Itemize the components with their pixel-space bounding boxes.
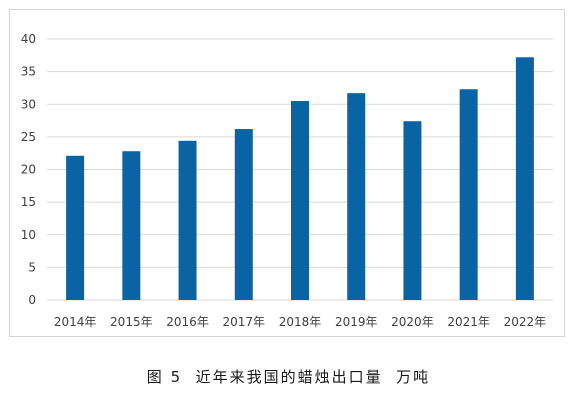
x-tick-label: 2022年 xyxy=(504,315,547,329)
x-tick-label: 2016年 xyxy=(166,315,209,329)
bar xyxy=(122,151,141,300)
x-tick-label: 2021年 xyxy=(447,315,490,329)
y-tick-label: 20 xyxy=(21,163,36,177)
bar xyxy=(66,155,85,300)
y-tick-label: 25 xyxy=(21,130,36,144)
y-tick-label: 15 xyxy=(21,195,36,209)
x-tick-label: 2018年 xyxy=(279,315,322,329)
y-tick-label: 35 xyxy=(21,65,36,79)
bar xyxy=(459,89,478,301)
y-tick-label: 5 xyxy=(28,260,36,274)
bar xyxy=(403,121,422,300)
figure-caption: 图 5 近年来我国的蜡烛出口量 万吨 xyxy=(146,368,431,386)
y-tick-label: 40 xyxy=(21,32,36,46)
x-tick-label: 2015年 xyxy=(110,315,153,329)
bar xyxy=(515,57,534,300)
x-tick-label: 2020年 xyxy=(391,315,434,329)
x-tick-label: 2017年 xyxy=(223,315,266,329)
bar xyxy=(291,100,309,300)
y-axis-ticks: 0 5 10 15 20 25 30 35 40 xyxy=(21,32,36,307)
x-tick-label: 2019年 xyxy=(335,315,378,329)
x-axis-ticks: 2014年 2015年 2016年 2017年 2018年 2019年 2020年 2021年… xyxy=(54,315,546,329)
y-tick-label: 10 xyxy=(21,228,36,242)
y-tick-label: 0 xyxy=(28,293,36,307)
y-tick-label: 30 xyxy=(21,97,36,111)
x-tick-label: 2014年 xyxy=(54,315,97,329)
bar xyxy=(234,129,253,300)
bar xyxy=(347,93,366,300)
bars xyxy=(66,57,534,301)
bar xyxy=(178,140,197,300)
